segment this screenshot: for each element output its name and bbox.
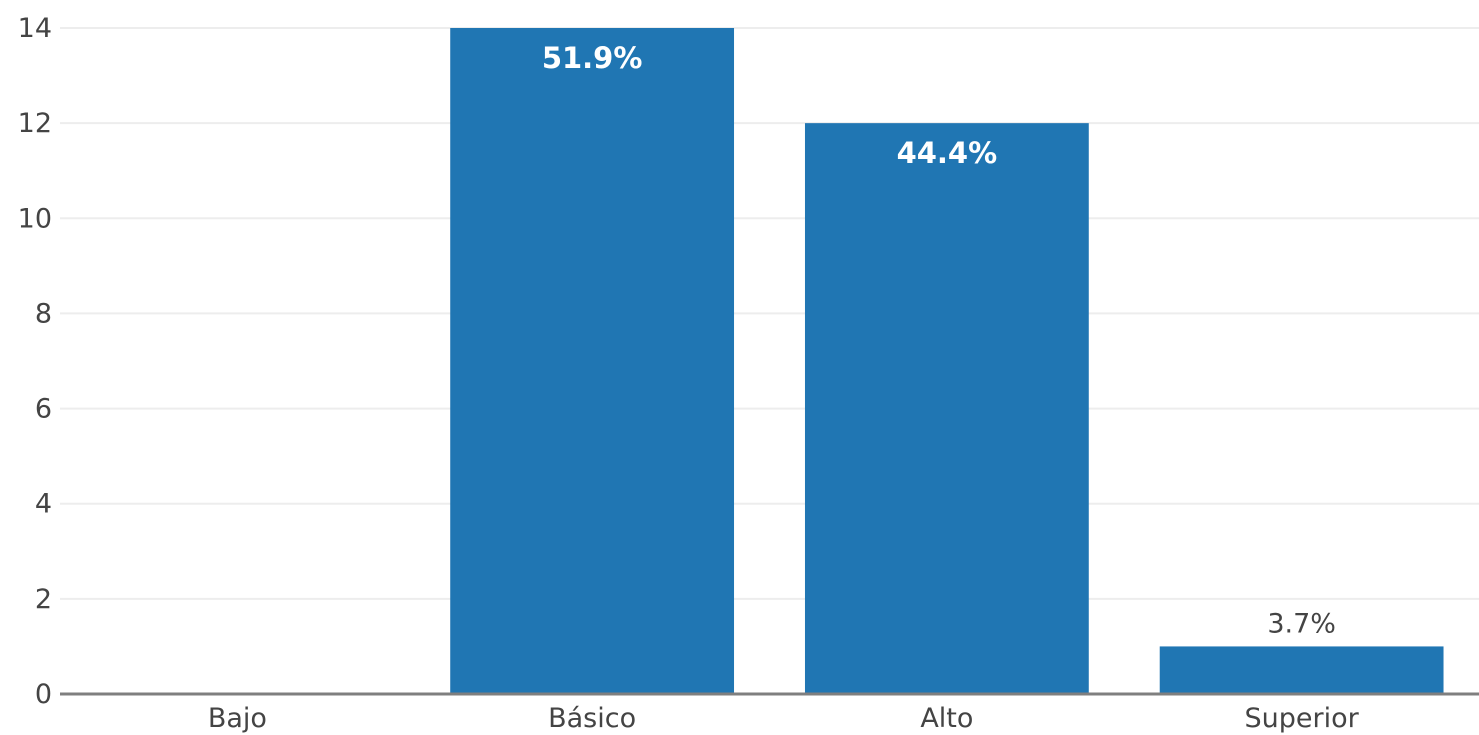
y-tick-label: 12 xyxy=(18,108,52,139)
bar-data-label: 3.7% xyxy=(1267,608,1336,639)
x-tick-label: Básico xyxy=(548,703,636,734)
bar-data-labels: 51.9% 44.4% 3.7% xyxy=(542,41,1336,639)
y-tick-label: 14 xyxy=(18,13,52,44)
gridlines xyxy=(60,27,1479,600)
y-tick-label: 6 xyxy=(35,394,52,425)
y-tick-label: 10 xyxy=(18,203,52,234)
y-tick-label: 0 xyxy=(35,679,52,710)
x-tick-label: Bajo xyxy=(208,703,267,734)
y-axis-ticks: 0 2 4 6 8 10 12 14 xyxy=(18,13,52,710)
bars xyxy=(450,28,1444,694)
bar-básico xyxy=(450,28,735,694)
y-tick-label: 2 xyxy=(35,584,52,615)
bar-alto xyxy=(804,123,1089,694)
bar-data-label: 51.9% xyxy=(542,41,643,75)
y-tick-label: 4 xyxy=(35,489,52,520)
x-tick-label: Alto xyxy=(920,703,973,734)
y-tick-label: 8 xyxy=(35,298,52,329)
x-axis-ticks: Bajo Básico Alto Superior xyxy=(208,703,1360,734)
x-tick-label: Superior xyxy=(1245,703,1360,734)
bar-data-label: 44.4% xyxy=(897,136,998,170)
bar-superior xyxy=(1159,646,1444,694)
